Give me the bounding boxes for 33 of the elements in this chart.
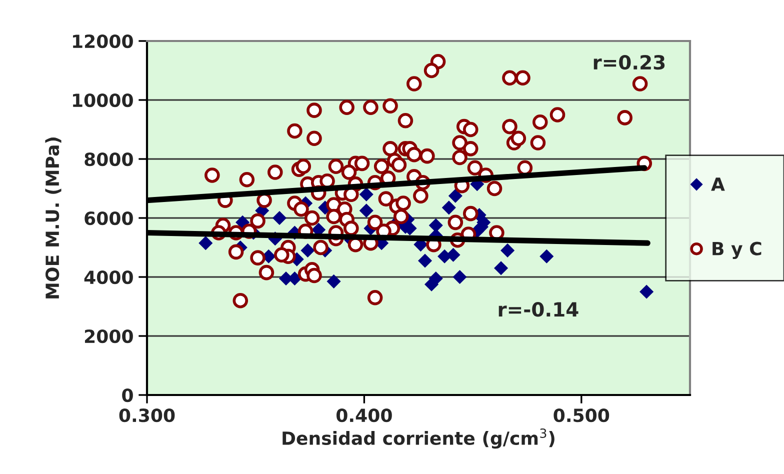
legend-label: A (711, 178, 725, 191)
y-tick-label: 4000 (84, 270, 133, 284)
annotation: r=-0.14 (498, 302, 578, 317)
point (494, 261, 508, 276)
y-tick-label: 8000 (84, 152, 133, 166)
annotation: r=0.23 (594, 54, 665, 70)
x-tick-label: 0.300 (119, 408, 175, 422)
point (428, 218, 443, 232)
point (300, 243, 315, 258)
y-tick-label: 12000 (73, 34, 133, 48)
point (500, 243, 515, 258)
x-axis-title: Densidad corriente (g/cm$^{3}$) (282, 428, 554, 449)
point (540, 249, 554, 264)
point (418, 254, 432, 268)
point (424, 277, 439, 292)
point (326, 274, 341, 288)
point (198, 236, 213, 250)
y-tick-label: 6000 (84, 211, 133, 226)
x-tick-label: 0.400 (336, 408, 392, 422)
point (452, 270, 467, 284)
y-tick-label: 10000 (73, 93, 133, 108)
point (446, 248, 460, 262)
legend-label: B y C (712, 242, 762, 260)
point (640, 284, 654, 299)
y-tick-label: 2000 (84, 329, 133, 344)
x-tick-label: 0.500 (554, 408, 610, 422)
y-axis-title: MOE M.U. (MPa) (45, 138, 62, 298)
y-tick-label: 0 (122, 388, 133, 402)
point (272, 210, 287, 226)
point (359, 204, 374, 218)
point (442, 200, 456, 215)
point (359, 187, 374, 202)
point (448, 188, 462, 203)
